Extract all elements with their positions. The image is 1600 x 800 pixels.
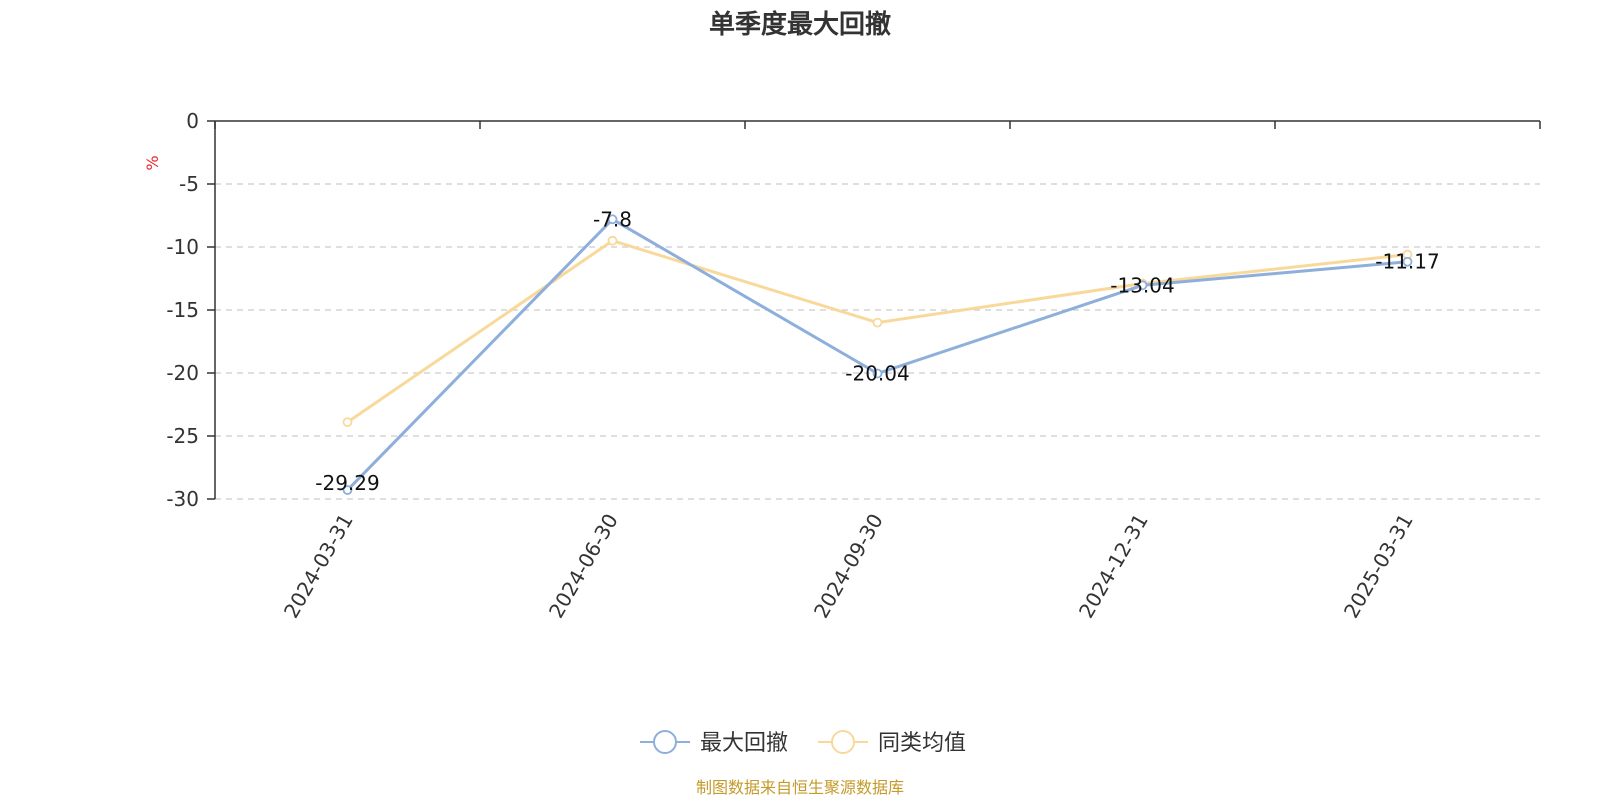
legend-marker <box>653 730 677 754</box>
legend-item[interactable]: 最大回撤 <box>640 730 788 756</box>
chart-title: 单季度最大回撤 <box>709 9 891 40</box>
legend-item[interactable]: 同类均值 <box>818 730 966 756</box>
x-tick-label: 2024-06-30 <box>544 510 623 623</box>
x-tick-label: 2025-03-31 <box>1339 510 1418 623</box>
data-point <box>342 417 353 428</box>
x-tick-label: 2024-09-30 <box>809 510 888 623</box>
data-labels: -29.29 -7.8 -20.04 -13.04 -11.17 <box>315 207 1439 495</box>
data-point <box>1402 256 1413 267</box>
series-lines <box>342 214 1413 495</box>
data-point <box>607 235 618 246</box>
data-label: -11.17 <box>1375 250 1439 274</box>
data-label: -13.04 <box>1110 273 1174 297</box>
legend-marker <box>831 730 855 754</box>
y-tick-label: -15 <box>166 298 199 322</box>
series-line <box>346 217 1408 492</box>
data-point <box>872 368 883 379</box>
grid-lines <box>215 183 1540 500</box>
y-tick-label: -10 <box>166 235 199 259</box>
data-point <box>342 485 353 495</box>
series-line <box>346 239 1408 424</box>
source-note: 制图数据来自恒生聚源数据库 <box>696 778 904 797</box>
y-axis-label: % <box>143 155 162 170</box>
x-tick-label: 2024-12-31 <box>1074 510 1153 623</box>
data-label: -29.29 <box>315 471 379 495</box>
y-tick-label: -30 <box>166 487 199 511</box>
legend[interactable]: 最大回撤 同类均值 <box>640 730 966 756</box>
data-point <box>872 317 883 328</box>
y-tick-label: 0 <box>186 109 199 133</box>
data-label: -7.8 <box>593 207 632 231</box>
legend-label: 最大回撤 <box>700 731 788 756</box>
y-tick-label: -20 <box>166 361 199 385</box>
data-point <box>1137 280 1148 291</box>
y-tick-label: -25 <box>166 424 199 448</box>
legend-label: 同类均值 <box>878 731 966 756</box>
x-tick-label: 2024-03-31 <box>279 510 358 623</box>
y-tick-label: -5 <box>179 172 199 196</box>
data-label: -20.04 <box>845 362 909 386</box>
data-point <box>607 214 618 225</box>
